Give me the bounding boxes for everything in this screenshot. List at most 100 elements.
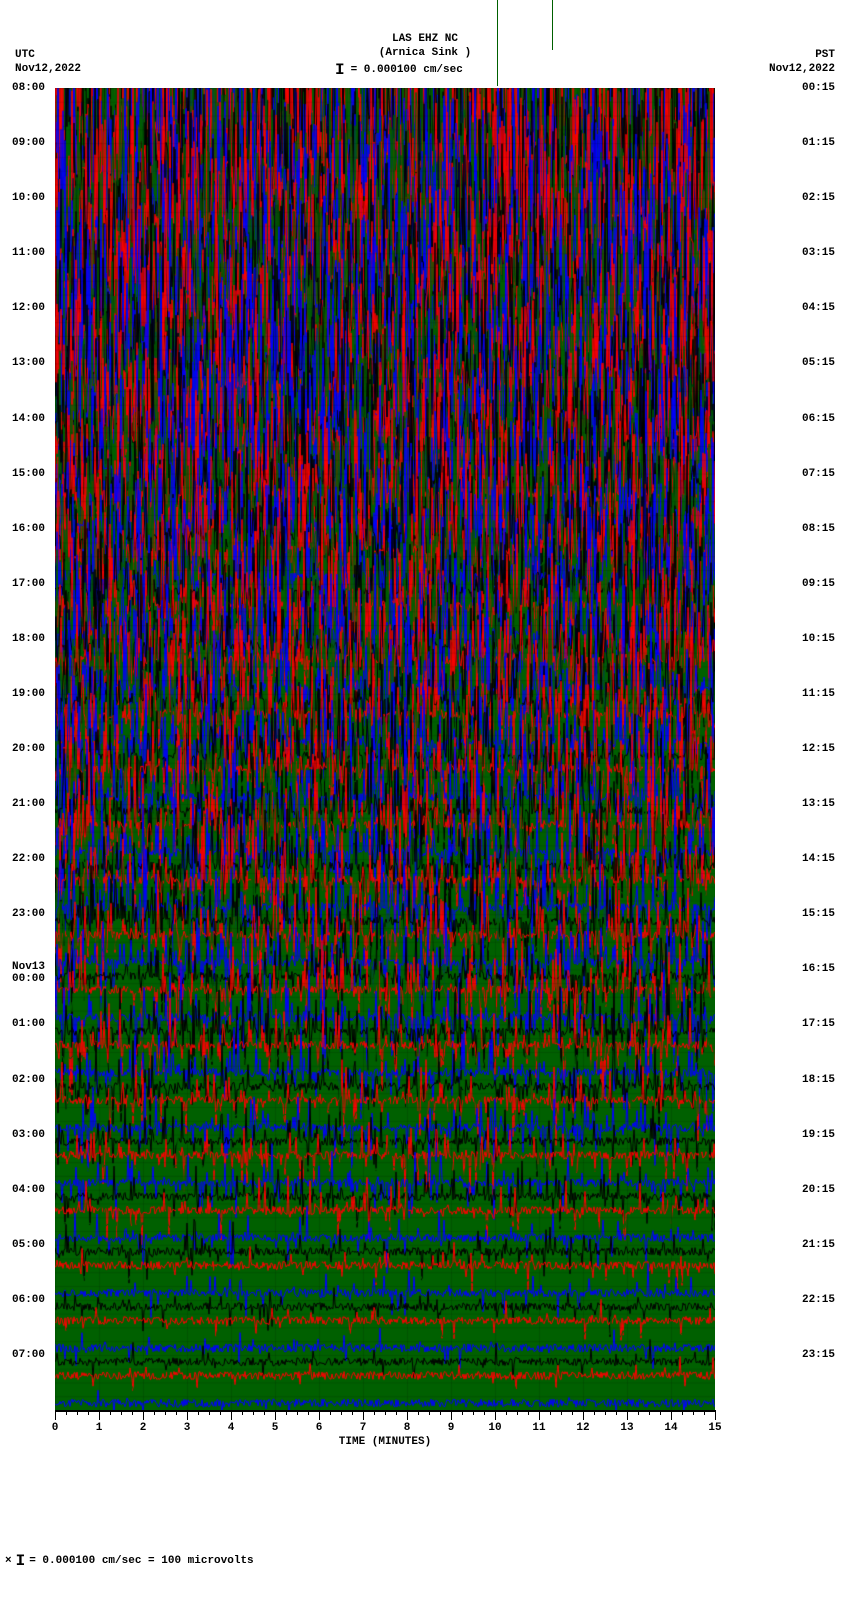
x-axis-title: TIME (MINUTES)	[55, 1436, 715, 1448]
x-tick-label: 9	[448, 1422, 455, 1434]
x-tick-minor	[572, 1410, 573, 1415]
left-date-label: Nov12,2022	[15, 62, 81, 76]
x-tick-minor	[88, 1410, 89, 1415]
left-tick: 10:00	[12, 192, 45, 204]
x-tick-minor	[704, 1410, 705, 1415]
date-break-label: Nov13	[12, 961, 45, 973]
left-tick: 08:00	[12, 82, 45, 94]
left-tick: 20:00	[12, 743, 45, 755]
right-tick: 16:15	[802, 963, 835, 975]
x-tick-minor	[693, 1410, 694, 1415]
x-axis: TIME (MINUTES) 0123456789101112131415	[55, 1410, 715, 1450]
x-tick-minor	[528, 1410, 529, 1415]
x-tick-minor	[429, 1410, 430, 1415]
x-tick-minor	[440, 1410, 441, 1415]
right-tick: 05:15	[802, 357, 835, 369]
plot-canvas	[55, 88, 715, 1410]
x-tick-minor	[66, 1410, 67, 1415]
helicorder-plot	[55, 88, 715, 1410]
x-tick-major	[143, 1410, 144, 1420]
x-tick-label: 1	[96, 1422, 103, 1434]
header-right: PST Nov12,2022	[769, 48, 835, 76]
right-tick: 19:15	[802, 1129, 835, 1141]
x-tick-label: 15	[708, 1422, 721, 1434]
x-tick-label: 7	[360, 1422, 367, 1434]
x-tick-minor	[253, 1410, 254, 1415]
right-axis-ticks: 00:1501:1502:1503:1504:1505:1506:1507:15…	[795, 88, 835, 1410]
right-tick: 23:15	[802, 1349, 835, 1361]
x-tick-minor	[220, 1410, 221, 1415]
x-tick-minor	[594, 1410, 595, 1415]
right-tick: 17:15	[802, 1018, 835, 1030]
left-tick: 17:00	[12, 578, 45, 590]
x-tick-major	[231, 1410, 232, 1420]
right-date-label: Nov12,2022	[769, 62, 835, 76]
x-tick-minor	[462, 1410, 463, 1415]
x-tick-label: 14	[664, 1422, 677, 1434]
station-title: LAS EHZ NC	[0, 32, 850, 46]
x-tick-minor	[165, 1410, 166, 1415]
right-tick: 20:15	[802, 1184, 835, 1196]
x-tick-label: 4	[228, 1422, 235, 1434]
footer-text: = 0.000100 cm/sec = 100 microvolts	[29, 1555, 253, 1567]
x-tick-major	[319, 1410, 320, 1420]
right-tick: 00:15	[802, 82, 835, 94]
x-tick-major	[715, 1410, 716, 1420]
right-tick: 10:15	[802, 633, 835, 645]
x-tick-minor	[506, 1410, 507, 1415]
x-tick-label: 12	[576, 1422, 589, 1434]
left-tick: 03:00	[12, 1129, 45, 1141]
right-tick: 02:15	[802, 192, 835, 204]
right-tick: 09:15	[802, 578, 835, 590]
right-tick: 13:15	[802, 798, 835, 810]
x-tick-minor	[330, 1410, 331, 1415]
left-tick: 12:00	[12, 302, 45, 314]
x-tick-major	[627, 1410, 628, 1420]
x-tick-minor	[341, 1410, 342, 1415]
left-tick: 11:00	[12, 247, 45, 259]
x-tick-label: 10	[488, 1422, 501, 1434]
x-tick-major	[495, 1410, 496, 1420]
x-tick-minor	[209, 1410, 210, 1415]
x-tick-minor	[561, 1410, 562, 1415]
right-tick: 06:15	[802, 413, 835, 425]
right-tick: 14:15	[802, 853, 835, 865]
x-tick-major	[451, 1410, 452, 1420]
scale-indicator: I = 0.000100 cm/sec	[335, 64, 463, 76]
x-tick-minor	[616, 1410, 617, 1415]
left-tick: 16:00	[12, 523, 45, 535]
right-tick: 22:15	[802, 1294, 835, 1306]
x-tick-major	[671, 1410, 672, 1420]
x-tick-major	[363, 1410, 364, 1420]
x-tick-minor	[682, 1410, 683, 1415]
x-tick-minor	[550, 1410, 551, 1415]
x-tick-minor	[352, 1410, 353, 1415]
x-tick-minor	[297, 1410, 298, 1415]
left-axis-ticks: 08:0009:0010:0011:0012:0013:0014:0015:00…	[12, 88, 52, 1410]
scale-icon: I	[335, 64, 345, 76]
right-tick: 11:15	[802, 688, 835, 700]
left-tick: 04:00	[12, 1184, 45, 1196]
right-tz-label: PST	[769, 48, 835, 62]
station-subtitle: (Arnica Sink )	[0, 46, 850, 60]
left-tick: 05:00	[12, 1239, 45, 1251]
header-center: LAS EHZ NC (Arnica Sink )	[0, 32, 850, 60]
left-tick: 01:00	[12, 1018, 45, 1030]
footer-scale: × I = 0.000100 cm/sec = 100 microvolts	[5, 1555, 254, 1567]
x-tick-minor	[110, 1410, 111, 1415]
x-tick-minor	[484, 1410, 485, 1415]
right-tick: 08:15	[802, 523, 835, 535]
x-tick-major	[55, 1410, 56, 1420]
x-tick-minor	[638, 1410, 639, 1415]
x-tick-minor	[132, 1410, 133, 1415]
left-tick: 23:00	[12, 908, 45, 920]
x-tick-major	[99, 1410, 100, 1420]
x-tick-major	[583, 1410, 584, 1420]
left-tick: 18:00	[12, 633, 45, 645]
x-tick-minor	[308, 1410, 309, 1415]
left-tick: 21:00	[12, 798, 45, 810]
x-tick-minor	[649, 1410, 650, 1415]
x-tick-minor	[385, 1410, 386, 1415]
left-tick: 09:00	[12, 137, 45, 149]
x-tick-label: 3	[184, 1422, 191, 1434]
